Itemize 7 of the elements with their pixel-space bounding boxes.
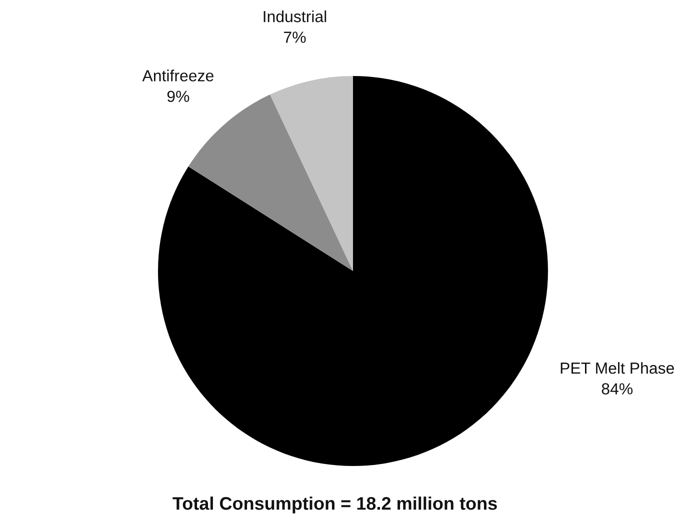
- data-label: 9%: [167, 90, 190, 102]
- text: Total Consumption = 18.2 million tons: [172, 496, 497, 514]
- data-label: 7%: [284, 32, 306, 43]
- slice-label: PET Melt Phase: [560, 362, 674, 374]
- slice-label: Antifreeze: [142, 70, 214, 82]
- slice-label: Industrial: [264, 10, 326, 22]
- data-label: 84%: [602, 383, 633, 394]
